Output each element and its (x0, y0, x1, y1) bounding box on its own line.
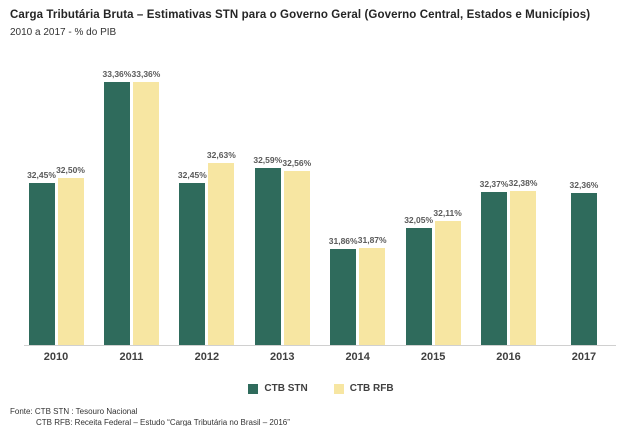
legend-item-ctb-stn: CTB STN (248, 383, 308, 394)
bar-ctb-rfb-2016: 32,38% (509, 178, 537, 345)
bar-group-2017: 32,36% (552, 180, 616, 345)
x-tick-2010: 2010 (43, 351, 69, 363)
bar-ctb-rfb-2014: 31,87% (358, 235, 387, 345)
x-tick-2016: 2016 (496, 351, 521, 363)
x-axis-labels: 2010 2011 2012 2013 2014 2015 2016 2017 (24, 351, 616, 363)
bar-ctb-stn-2017: 32,36% (570, 180, 598, 345)
x-tick-2017: 2017 (571, 351, 597, 363)
bar-value-label: 32,63% (206, 150, 236, 160)
bar-ctb-stn-2013: 32,59% (253, 155, 282, 345)
x-tick-2013: 2013 (270, 351, 295, 363)
bar-ctb-rfb-2015: 32,11% (433, 208, 462, 345)
bar-value-label: 31,87% (357, 235, 387, 245)
legend-label: CTB STN (264, 383, 308, 394)
bar-ctb-stn-2011: 33,36% (103, 69, 131, 345)
bar-group-2016: 32,37% 32,38% (477, 178, 541, 345)
legend-label: CTB RFB (349, 383, 394, 394)
bar-group-2010: 32,45% 32,50% (24, 165, 88, 345)
legend-item-ctb-rfb: CTB RFB (333, 383, 394, 394)
bar-value-label: 33,36% (131, 69, 161, 79)
chart-subtitle: 2010 a 2017 - % do PIB (10, 27, 117, 38)
legend-swatch-icon (333, 383, 344, 394)
bar-ctb-rfb-2010: 32,50% (56, 165, 85, 345)
bar-value-label: 33,36% (102, 69, 132, 79)
plot-area: 32,45% 32,50% 33,36% 33,36% 32,45% 32,63% 32,5… (24, 55, 616, 346)
source-line-1: Fonte: CTB STN : Tesouro Nacional (10, 407, 138, 416)
bar-value-label: 32,36% (569, 180, 599, 190)
bar-group-2011: 33,36% 33,36% (99, 69, 163, 345)
bar-value-label: 32,56% (282, 158, 312, 168)
bar-ctb-stn-2010: 32,45% (27, 170, 56, 345)
chart-title: Carga Tributária Bruta – Estimativas STN… (10, 9, 591, 21)
bar-value-label: 32,11% (433, 208, 462, 218)
bar-group-2014: 31,86% 31,87% (326, 235, 390, 345)
source-line-2: CTB RFB: Receita Federal – Estudo “Carga… (36, 418, 290, 426)
bar-group-2013: 32,59% 32,56% (250, 155, 314, 345)
source-note: Fonte: CTB STN : Tesouro Nacional CTB RF… (10, 406, 632, 426)
bar-value-label: 32,50% (56, 165, 85, 175)
x-tick-2011: 2011 (119, 351, 144, 363)
bar-value-label: 32,05% (404, 215, 434, 225)
x-tick-2015: 2015 (420, 351, 446, 363)
bar-ctb-stn-2016: 32,37% (480, 179, 508, 345)
bar-value-label: 32,45% (177, 170, 207, 180)
bar-ctb-stn-2012: 32,45% (178, 170, 207, 345)
legend-swatch-icon (248, 383, 259, 394)
bar-ctb-stn-2015: 32,05% (404, 215, 433, 345)
bar-ctb-rfb-2011: 33,36% (132, 69, 160, 345)
bar-value-label: 32,59% (253, 155, 283, 165)
bar-ctb-stn-2014: 31,86% (329, 236, 358, 345)
x-tick-2012: 2012 (194, 351, 220, 363)
bar-ctb-rfb-2012: 32,63% (207, 150, 236, 345)
bar-value-label: 32,45% (27, 170, 56, 180)
bar-value-label: 32,37% (479, 179, 509, 189)
bar-value-label: 31,86% (328, 236, 358, 246)
bar-group-2015: 32,05% 32,11% (401, 208, 465, 345)
legend: CTB STN CTB RFB (10, 383, 632, 394)
bar-value-label: 32,38% (508, 178, 538, 188)
x-tick-2014: 2014 (345, 351, 370, 363)
bar-ctb-rfb-2013: 32,56% (282, 158, 311, 345)
bar-group-2012: 32,45% 32,63% (175, 150, 239, 345)
